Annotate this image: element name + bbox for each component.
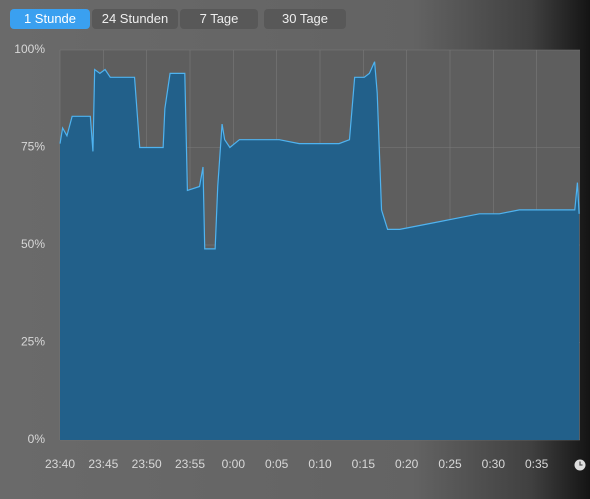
range-tab[interactable]: 30 Tage <box>264 9 346 29</box>
y-tick-label: 100% <box>14 42 45 56</box>
x-tick-label: 0:15 <box>352 457 376 471</box>
range-tab[interactable]: 7 Tage <box>180 9 258 29</box>
x-tick-label: 0:20 <box>395 457 419 471</box>
x-tick-label: 0:30 <box>482 457 506 471</box>
x-tick-label: 0:25 <box>438 457 462 471</box>
x-tick-label: 23:50 <box>132 457 162 471</box>
y-tick-label: 0% <box>28 432 46 446</box>
range-tab[interactable]: 1 Stunde <box>10 9 90 29</box>
y-tick-label: 75% <box>21 140 45 154</box>
y-tick-label: 50% <box>21 237 45 251</box>
x-tick-label: 0:00 <box>222 457 246 471</box>
x-tick-label: 23:45 <box>88 457 118 471</box>
range-tab[interactable]: 24 Stunden <box>92 9 178 29</box>
area <box>60 61 580 440</box>
x-tick-label: 0:05 <box>265 457 289 471</box>
y-tick-label: 25% <box>21 335 45 349</box>
clock-icon <box>574 459 586 471</box>
x-tick-label: 0:10 <box>308 457 332 471</box>
x-tick-label: 23:40 <box>45 457 75 471</box>
x-tick-label: 0:35 <box>525 457 549 471</box>
x-tick-label: 23:55 <box>175 457 205 471</box>
area-line <box>59 61 580 250</box>
